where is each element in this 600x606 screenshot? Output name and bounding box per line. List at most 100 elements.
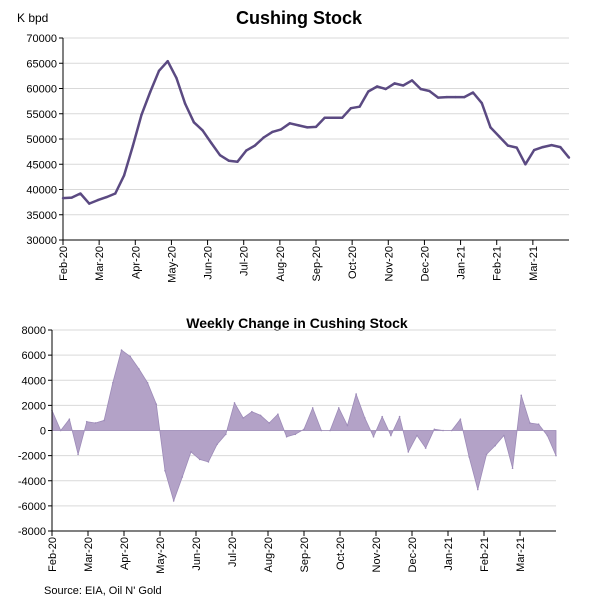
cushing-stock-point [402,84,405,87]
bottom-xtick-label: Aug-20 [263,537,275,572]
weekly-change-point [216,443,218,446]
cushing-stock-point [454,95,457,99]
cushing-stock-point [70,196,73,199]
weekly-change-point [364,417,366,419]
top-ytick-label: 50000 [26,134,57,146]
cushing-stock-point [367,90,370,93]
cushing-stock-chart: Cushing Stock K bpd 30000 35000 40000 45000… [17,8,571,283]
cushing-stock-point [524,163,527,166]
cushing-stock-line [62,59,570,205]
bottom-ytick-label: 0 [40,426,46,438]
cushing-stock-point [297,124,300,127]
bottom-ytick-label: 4000 [22,375,46,387]
cushing-stock-point [140,113,143,116]
weekly-change-point [459,418,462,420]
cushing-stock-point [306,126,309,129]
top-xtick-label: Oct-20 [347,246,359,279]
bottom-xtick-label: May-20 [155,537,167,574]
top-ytick-label: 55000 [26,109,57,121]
cushing-stock-point [332,116,335,119]
cushing-stock-point [210,141,213,145]
bottom-xtick-label: Nov-20 [371,537,383,572]
cushing-stock-point [131,144,134,148]
cushing-stock-point [550,143,553,147]
weekly-change-point [129,355,132,358]
cushing-stock-point [498,135,501,138]
weekly-change-point [346,424,349,427]
top-xtick-label: Apr-20 [130,246,142,279]
source-note: Source: EIA, Oil N' Gold [44,585,162,597]
weekly-change-point [120,349,123,351]
cushing-stock-point [175,76,178,80]
cushing-stock-point [436,96,440,99]
weekly-change-point [442,429,444,432]
bottom-ytick-label: -4000 [18,476,46,488]
weekly-change-point [268,422,271,424]
bottom-ytick-label: 2000 [22,400,46,412]
bottom-ytick-label: -8000 [18,526,46,538]
bottom-ytick-label: -6000 [18,501,46,513]
bottom-xtick-label: Sep-20 [299,537,311,572]
cushing-stock-point [358,105,361,108]
weekly-change-point [155,403,158,405]
weekly-change-point [259,414,262,417]
weekly-change-point [138,368,140,370]
weekly-change-point [520,394,523,397]
bottom-xtick-label: Jan-21 [443,537,455,571]
cushing-stock-point [114,192,117,195]
weekly-change-area [51,349,557,503]
weekly-change-point [485,453,488,456]
cushing-stock-point [323,116,326,119]
weekly-change-point [546,434,549,437]
weekly-change-point [181,476,184,478]
cushing-stock-point [410,79,414,82]
cushing-stock-point [183,102,187,105]
weekly-change-point [285,435,288,438]
weekly-change-point [251,410,253,413]
bottom-chart-title: Weekly Change in Cushing Stock [186,315,408,331]
bottom-xtick-label: Oct-20 [335,537,347,570]
cushing-stock-point [445,95,449,99]
weekly-change-point [433,428,436,431]
weekly-change-point [337,407,340,409]
cushing-stock-point [245,149,248,152]
cushing-stock-point [227,159,230,162]
top-xtick-label: Dec-20 [419,246,431,281]
weekly-change-point [85,420,88,423]
cushing-stock-point [61,196,65,200]
weekly-change-point [198,458,201,461]
cushing-stock-point [105,195,108,199]
cushing-stock-point [532,148,536,152]
cushing-stock-point [79,192,82,195]
weekly-change-point [398,415,401,418]
weekly-change-point [233,402,236,404]
weekly-change-chart: Weekly Change in Cushing Stock -8000 -600… [18,315,557,574]
cushing-stock-point [122,174,126,177]
bottom-xtick-label: Mar-20 [83,537,95,572]
cushing-stock-point [384,87,387,91]
top-xtick-label: Feb-20 [58,246,70,281]
weekly-change-point [468,456,470,458]
top-ytick-label: 35000 [26,210,57,222]
cushing-stock-point [515,146,518,149]
weekly-change-point [190,451,192,453]
top-xtick-label: Nov-20 [383,246,395,281]
weekly-change-point [207,461,210,463]
top-xtick-label: Jul-20 [239,246,251,276]
top-xtick-label: Jan-21 [456,246,468,280]
weekly-change-point [59,429,62,432]
bottom-xtick-label: Dec-20 [407,537,419,572]
weekly-change-point [390,434,392,437]
cushing-stock-point [471,91,475,94]
weekly-change-point [68,418,71,420]
top-xtick-label: May-20 [166,246,178,283]
weekly-change-point [77,453,79,456]
weekly-change-point [329,429,331,432]
weekly-change-point [476,488,479,491]
cushing-stock-point [96,198,100,202]
top-xtick-label: Mar-21 [528,246,540,281]
weekly-change-point [242,417,244,419]
top-xtick-label: Aug-20 [275,246,287,281]
cushing-stock-point [262,136,265,139]
